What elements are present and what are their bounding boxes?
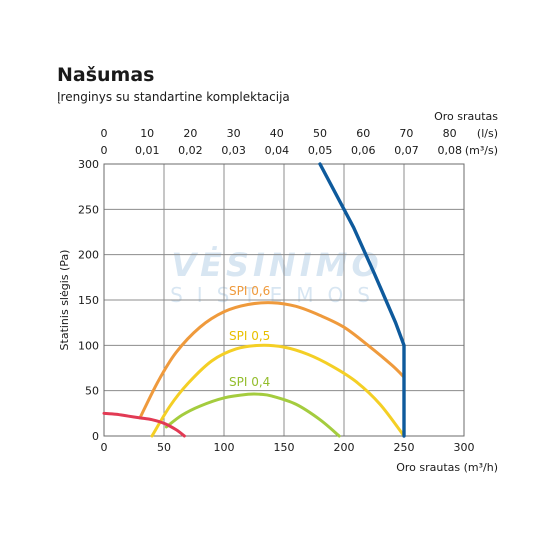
grid <box>104 164 464 436</box>
x-bottom-tick-label: 200 <box>334 441 355 454</box>
y-tick-label: 300 <box>78 158 99 171</box>
y-tick-label: 250 <box>78 203 99 216</box>
x-top-m3s-tick-label: 0,03 <box>221 144 246 157</box>
y-tick-label: 50 <box>85 385 99 398</box>
x-top-m3s-tick-label: 0,05 <box>308 144 333 157</box>
y-tick-label: 200 <box>78 249 99 262</box>
x-top-ls-tick-label: 30 <box>227 127 241 140</box>
x-top-ls-tick-label: 50 <box>313 127 327 140</box>
chart-subtitle: Įrenginys su standartine komplektacija <box>57 90 290 104</box>
x-top-ls-tick-label: 80 <box>443 127 457 140</box>
x-top-ls-tick-label: 70 <box>399 127 413 140</box>
x-top-ls-tick-label: 40 <box>270 127 284 140</box>
series-layer <box>102 162 406 438</box>
y-tick-label: 0 <box>92 430 99 443</box>
spi-05-label: SPI 0,5 <box>229 329 270 343</box>
x-top-m3s-tick-label: 0,02 <box>178 144 203 157</box>
x-top-m3s-tick-label: 0,04 <box>265 144 290 157</box>
x-bottom-tick-label: 250 <box>394 441 415 454</box>
x-top-m3s-tick-label: 0 <box>101 144 108 157</box>
x-top-m3s-tick-label: 0,08 <box>437 144 462 157</box>
system-limit-line <box>318 162 406 438</box>
x-top-ls-tick-label: 20 <box>183 127 197 140</box>
min-pressure-curve <box>102 411 186 438</box>
plot-frame <box>103 163 465 437</box>
page-title: Našumas <box>57 64 155 86</box>
x-bottom-tick-label: 0 <box>101 441 108 454</box>
spi-04-curve <box>164 392 341 438</box>
spi-04-label: SPI 0,4 <box>229 375 270 389</box>
x-bottom-tick-label: 100 <box>214 441 235 454</box>
x-top-m3s-tick-label: 0,01 <box>135 144 160 157</box>
spi-05-curve <box>150 343 406 438</box>
x-axis-top-unit-m3s: (m³/s) <box>465 144 498 157</box>
x-axis-top-label: Oro srautas <box>434 110 498 123</box>
x-axis-bottom-label: Oro srautas (m³/h) <box>396 461 498 474</box>
x-top-m3s-tick-label: 0,06 <box>351 144 376 157</box>
y-axis-label: Statinis slėgis (Pa) <box>58 250 71 351</box>
x-bottom-tick-label: 150 <box>274 441 295 454</box>
y-tick-label: 150 <box>78 294 99 307</box>
watermark-line-1: VĖSINIMO <box>171 246 382 284</box>
y-tick-label: 100 <box>78 339 99 352</box>
x-bottom-tick-label: 300 <box>454 441 475 454</box>
x-top-m3s-tick-label: 0,07 <box>394 144 419 157</box>
x-bottom-tick-label: 50 <box>157 441 171 454</box>
x-top-ls-tick-label: 0 <box>101 127 108 140</box>
x-top-ls-tick-label: 60 <box>356 127 370 140</box>
x-top-ls-tick-label: 10 <box>140 127 154 140</box>
spi-06-curve <box>138 301 406 420</box>
x-axis-top-unit-ls: (l/s) <box>477 127 498 140</box>
spi-06-label: SPI 0,6 <box>229 284 270 298</box>
